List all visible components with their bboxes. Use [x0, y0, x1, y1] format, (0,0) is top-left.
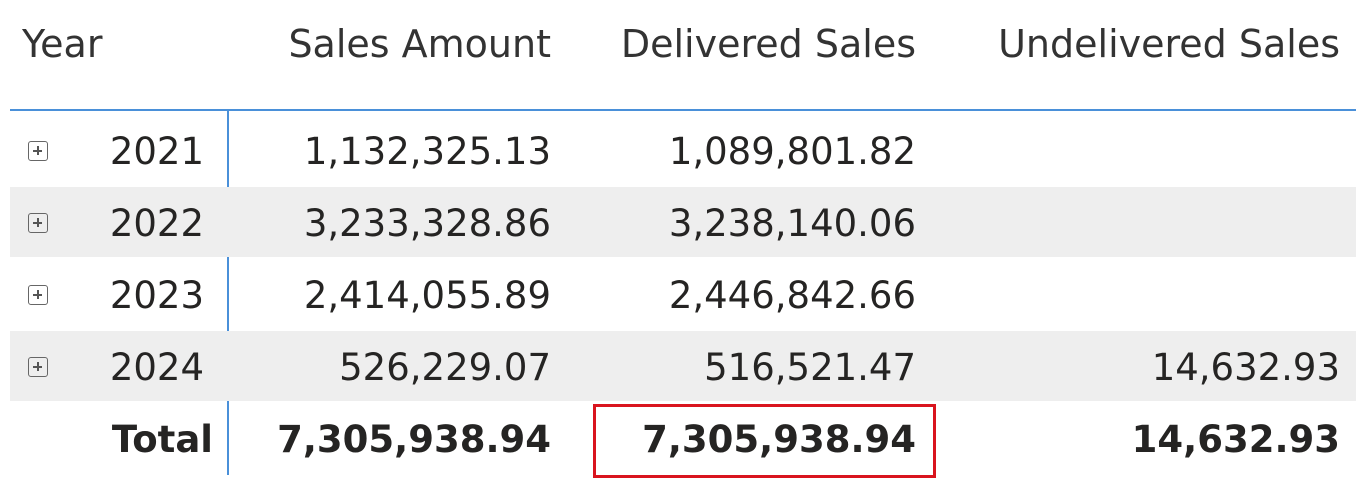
value-cell: 2,414,055.89 [303, 274, 551, 317]
value-cell: 3,233,328.86 [303, 202, 551, 245]
total-value: 14,632.93 [1131, 418, 1340, 461]
value-cell: 1,132,325.13 [303, 130, 551, 173]
highlight-box [593, 404, 936, 478]
row-band [10, 331, 1356, 401]
expand-button[interactable] [28, 357, 48, 377]
value-cell: 3,238,140.06 [668, 202, 916, 245]
column-header: Undelivered Sales [998, 22, 1340, 66]
column-header: Delivered Sales [620, 22, 916, 66]
expand-button[interactable] [28, 141, 48, 161]
year-label: 2024 [109, 346, 204, 389]
column-header: Sales Amount [288, 22, 551, 66]
header-divider [10, 109, 1356, 111]
year-label: 2021 [109, 130, 204, 173]
total-value: 7,305,938.94 [642, 418, 916, 461]
expand-button[interactable] [28, 213, 48, 233]
value-cell: 1,089,801.82 [668, 130, 916, 173]
expand-button[interactable] [28, 285, 48, 305]
value-cell: 14,632.93 [1151, 346, 1340, 389]
column-divider [227, 111, 229, 475]
value-cell: 526,229.07 [339, 346, 551, 389]
column-header: Year [22, 22, 103, 66]
row-band [10, 187, 1356, 257]
value-cell: 2,446,842.66 [668, 274, 916, 317]
total-label: Total [111, 418, 213, 461]
total-value: 7,305,938.94 [277, 418, 551, 461]
year-label: 2022 [109, 202, 204, 245]
year-label: 2023 [109, 274, 204, 317]
value-cell: 516,521.47 [704, 346, 916, 389]
